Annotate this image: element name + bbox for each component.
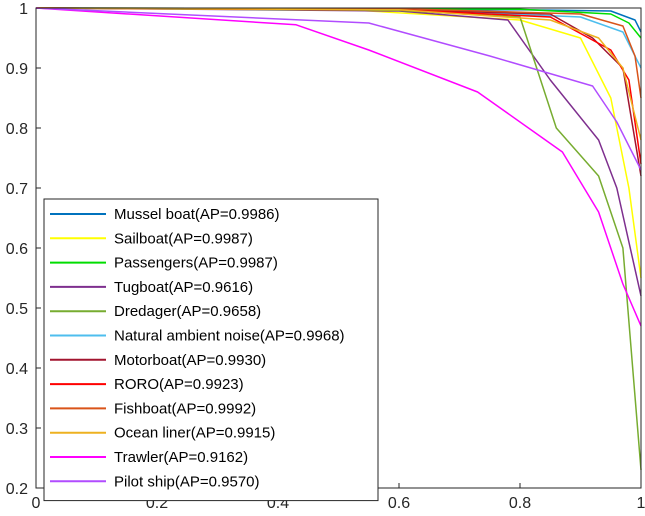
legend-box — [43, 198, 379, 502]
x-tick-label: 0.6 — [388, 495, 410, 512]
legend-label: Ocean liner(AP=0.9915) — [114, 425, 275, 442]
y-tick-label: 1 — [19, 1, 28, 18]
legend-label: RORO(AP=0.9923) — [114, 376, 244, 393]
y-tick-label: 0.3 — [6, 421, 28, 438]
y-tick-label: 0.6 — [6, 241, 28, 258]
legend-label: Motorboat(AP=0.9930) — [114, 352, 266, 369]
x-tick-label: 1 — [637, 495, 645, 512]
legend-label: Tugboat(AP=0.9616) — [114, 279, 253, 296]
legend-label: Fishboat(AP=0.9992) — [114, 400, 256, 417]
legend-label: Sailboat(AP=0.9987) — [114, 230, 253, 247]
y-tick-label: 0.8 — [6, 121, 28, 138]
legend-label: Passengers(AP=0.9987) — [114, 255, 278, 272]
legend-label: Dredager(AP=0.9658) — [114, 303, 261, 320]
x-tick-label: 0 — [32, 495, 41, 512]
y-tick-label: 0.7 — [6, 181, 28, 198]
legend: Mussel boat(AP=0.9986) Sailboat(AP=0.9987… — [43, 198, 379, 502]
series-line-11 — [35, 7, 642, 171]
y-tick-label: 0.4 — [6, 361, 28, 378]
legend-label: Pilot ship(AP=0.9570) — [114, 473, 260, 490]
series-line-9 — [35, 7, 642, 141]
y-tick-label: 0.5 — [6, 301, 28, 318]
legend-label: Trawler(AP=0.9162) — [114, 449, 248, 466]
series-line-10 — [35, 7, 642, 327]
x-tick-label: 0.8 — [509, 495, 531, 512]
legend-label: Natural ambient noise(AP=0.9968) — [114, 328, 345, 345]
y-tick-label: 0.2 — [6, 481, 28, 498]
y-tick-label: 0.9 — [6, 61, 28, 78]
legend-label: Mussel boat(AP=0.9986) — [114, 206, 280, 223]
